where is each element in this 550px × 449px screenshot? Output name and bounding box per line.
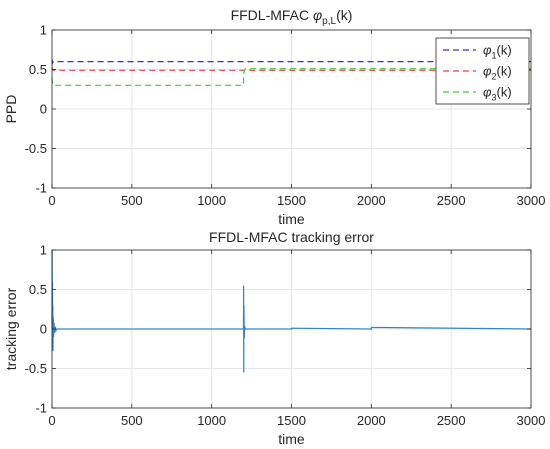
error-xtick-label-4: 2000 [357, 413, 386, 428]
ppd-title-symbol: φ [313, 7, 322, 23]
error-chart: FFDL-MFAC tracking error 0 500 1000 1500 200… [3, 229, 545, 447]
error-series [51, 249, 532, 373]
ppd-xtick-label-6: 3000 [517, 193, 546, 208]
ppd-xtick-label-1: 500 [121, 193, 143, 208]
ppd-title-tail: (k) [336, 7, 352, 23]
error-ylabel: tracking error [3, 287, 19, 370]
error-xtick-label-3: 1500 [277, 413, 306, 428]
error-xtick-label-6: 3000 [517, 413, 546, 428]
ppd-legend-entry-2: φ3(k) [483, 85, 512, 103]
ppd-legend-box [435, 37, 530, 105]
ppd-chart: FFDL-MFAC φp,L(k) 0 500 1000 1500 2000 2500 30… [3, 7, 545, 227]
error-series-line-0 [51, 249, 532, 373]
ppd-legend: φ1(k) φ2(k) φ3(k) [435, 37, 530, 105]
error-ytick-label-3: 0.5 [29, 282, 47, 297]
error-ytick-label-4: 1 [40, 243, 47, 258]
error-xtick-label-5: 2500 [437, 413, 466, 428]
error-ytick-label-0: -1 [35, 401, 47, 416]
ppd-xtick-label-3: 1500 [277, 193, 306, 208]
ppd-ticks: 0 500 1000 1500 2000 2500 3000 -1 -0.5 0 0.5 1 [25, 23, 546, 209]
ppd-legend-entry-0: φ1(k) [483, 43, 512, 61]
error-xtick-label-1: 500 [121, 413, 143, 428]
ppd-xtick-label-5: 2500 [437, 193, 466, 208]
ppd-ytick-label-4: 1 [40, 23, 47, 38]
ppd-ytick-label-0: -1 [35, 181, 47, 196]
error-xlabel: time [278, 431, 305, 447]
ppd-ylabel: PPD [3, 95, 19, 124]
error-chart-title: FFDL-MFAC tracking error [209, 229, 374, 245]
ppd-chart-title: FFDL-MFAC φp,L(k) [231, 7, 353, 27]
ppd-xtick-label-0: 0 [48, 193, 55, 208]
ppd-legend-entry-1: φ2(k) [483, 64, 512, 82]
ppd-xlabel: time [278, 211, 305, 227]
ppd-title-sub: p,L [322, 16, 336, 27]
error-ytick-label-1: -0.5 [25, 361, 47, 376]
ppd-xtick-label-4: 2000 [357, 193, 386, 208]
ppd-series-line-2 [51, 68, 531, 86]
ppd-xtick-label-2: 1000 [197, 193, 226, 208]
error-xtick-label-2: 1000 [197, 413, 226, 428]
error-ticks: 0 500 1000 1500 2000 2500 3000 -1 -0.5 0 0.5 1 [25, 243, 546, 429]
ppd-ytick-label-1: -0.5 [25, 141, 47, 156]
error-xtick-label-0: 0 [48, 413, 55, 428]
ppd-title-main: FFDL-MFAC [231, 7, 313, 23]
error-ytick-label-2: 0 [40, 322, 47, 337]
ppd-ytick-label-2: 0 [40, 102, 47, 117]
ppd-ytick-label-3: 0.5 [29, 62, 47, 77]
